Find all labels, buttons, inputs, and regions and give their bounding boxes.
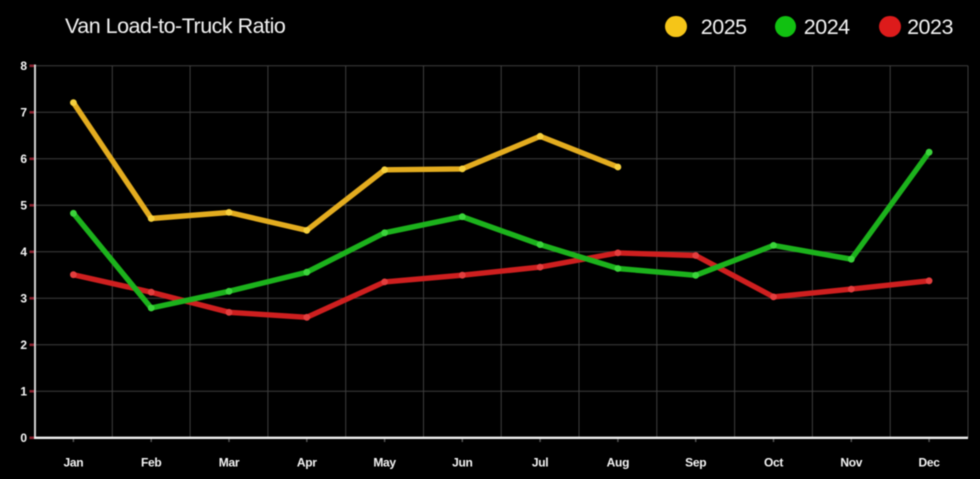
svg-text:Feb: Feb [141, 456, 161, 470]
svg-text:4: 4 [20, 245, 27, 259]
svg-text:0: 0 [20, 431, 27, 445]
svg-text:Aug: Aug [607, 456, 629, 470]
svg-text:6: 6 [20, 152, 27, 166]
svg-text:Sep: Sep [685, 456, 706, 470]
svg-text:May: May [373, 456, 396, 470]
svg-text:1: 1 [20, 385, 27, 399]
svg-text:Jun: Jun [452, 456, 472, 470]
svg-text:Oct: Oct [764, 456, 783, 470]
svg-text:Nov: Nov [840, 456, 862, 470]
svg-text:Dec: Dec [919, 456, 941, 470]
svg-text:Jan: Jan [64, 456, 84, 470]
svg-text:8: 8 [20, 59, 27, 73]
svg-text:7: 7 [20, 106, 27, 120]
svg-text:Mar: Mar [219, 456, 240, 470]
svg-text:Jul: Jul [532, 456, 548, 470]
svg-text:Apr: Apr [297, 456, 317, 470]
svg-text:5: 5 [20, 199, 27, 213]
svg-text:2: 2 [20, 338, 27, 352]
svg-text:3: 3 [20, 292, 27, 306]
